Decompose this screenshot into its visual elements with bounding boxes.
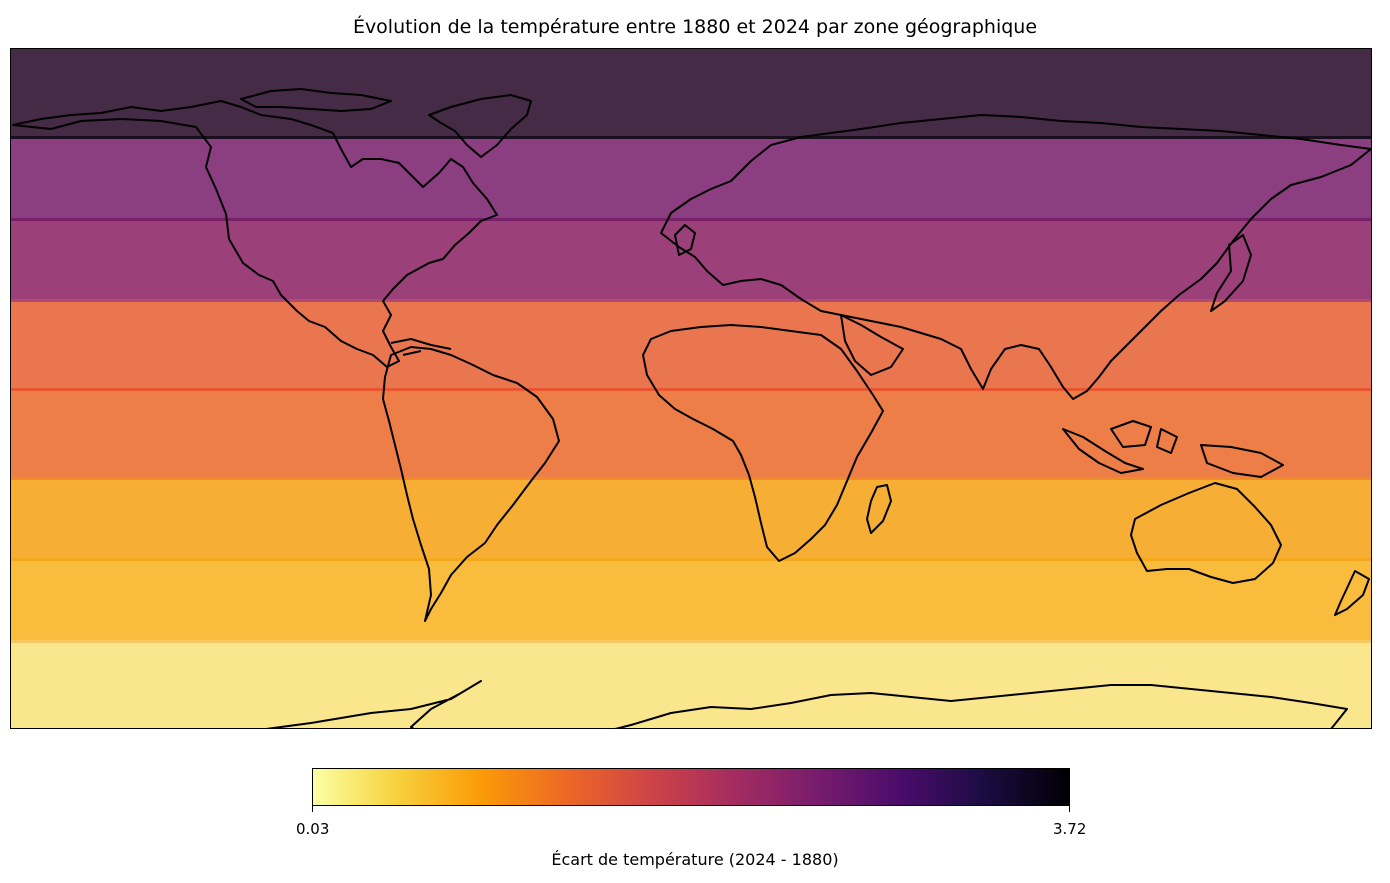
madagascar-outline [866,484,892,534]
indonesia-outline [1062,420,1284,478]
zone-separator-line [11,388,1371,391]
colorbar-max-label: 3.72 [1053,820,1087,838]
uk-outline [674,224,696,256]
australia-outline [1130,482,1282,584]
world-map [10,48,1372,729]
zone-separator-line [11,217,1371,221]
temperature-zone-band [11,478,1371,560]
caribbean-outline [390,338,452,356]
temperature-zone-band [11,559,1371,642]
colorbar-tick-max [1069,806,1070,812]
zone-separator-line [11,639,1371,643]
zone-separator-line [11,299,1371,303]
arctic-islands-outline [240,88,392,112]
colorbar-tick-min [312,806,313,812]
arabia-outline [840,314,904,376]
coastline-outlines [12,88,1371,728]
zone-separator-line [11,136,1371,140]
new-zealand-outline [1334,570,1370,616]
colorbar [312,768,1070,806]
map-title: Évolution de la température entre 1880 e… [352,16,1038,38]
zone-separator-line [11,476,1371,480]
antarctica-outline [265,680,1348,728]
temperature-zone-band [11,137,1371,220]
greenland-outline [428,94,532,158]
north-america-outline [12,100,498,368]
south-america-outline [382,346,560,622]
africa-outline [642,324,884,562]
temperature-zone-band [11,389,1371,479]
temperature-zone-band [11,219,1371,301]
colorbar-title: Écart de température (2024 - 1880) [551,850,839,869]
eurasia-outline [660,114,1371,400]
colorbar-min-label: 0.03 [296,820,330,838]
japan-outline [1210,234,1252,312]
temperature-zone-band [11,300,1371,390]
zone-separator-line [11,558,1371,562]
temperature-zone-band [11,49,1371,138]
